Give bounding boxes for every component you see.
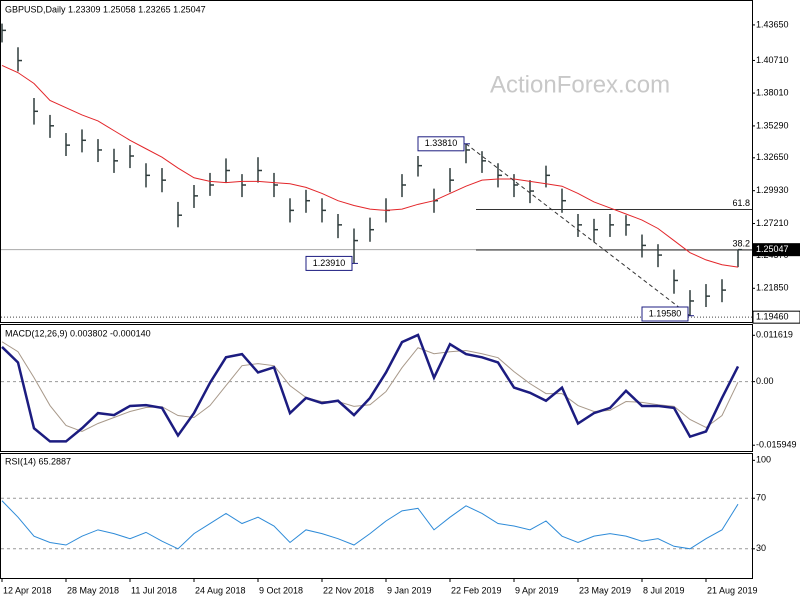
rsi-panel — [0, 453, 753, 579]
annotation-box — [417, 136, 465, 152]
trendline — [465, 143, 691, 317]
y-tick-label: 1.40710 — [756, 55, 789, 65]
y-tick-label: 1.38010 — [756, 87, 789, 97]
annotation-label: 1.33810 — [425, 138, 458, 148]
x-tick-label: 22 Nov 2018 — [323, 585, 374, 595]
signal-line — [1, 341, 739, 433]
annotation-box — [641, 306, 689, 322]
moving-average — [1, 64, 739, 268]
y-tick-label: 1.27210 — [756, 218, 789, 228]
y-tick-label: 70 — [756, 493, 766, 503]
price-title: GBPUSD,Daily 1.23309 1.25058 1.23265 1.2… — [5, 4, 206, 14]
macd-line — [1, 333, 740, 443]
annotation-label: 1.19580 — [649, 308, 682, 318]
y-tick-label: 1.32650 — [756, 152, 789, 162]
y-tick-label: 100 — [756, 455, 771, 465]
annotation-label: 1.23910 — [313, 258, 346, 268]
y-tick-label: 30 — [756, 543, 766, 553]
rsi-title: RSI(14) 65.2887 — [5, 456, 71, 466]
x-tick-label: 9 Oct 2018 — [259, 585, 303, 595]
price-label: 1.19460 — [756, 312, 789, 322]
fib-label: 61.8 — [732, 198, 750, 208]
watermark: ActionForex.com — [490, 71, 670, 98]
price-label-box — [752, 310, 800, 324]
x-tick-label: 9 Apr 2019 — [515, 585, 559, 595]
fib-label: 38.2 — [732, 238, 750, 248]
y-tick-label: 0.00 — [756, 376, 774, 386]
x-tick-label: 28 May 2018 — [67, 585, 119, 595]
y-tick-label: 1.43650 — [756, 19, 789, 29]
x-tick-label: 24 Aug 2018 — [195, 585, 246, 595]
y-tick-label: 1.35290 — [756, 120, 789, 130]
price-panel — [0, 0, 753, 323]
price-label-box — [752, 243, 800, 257]
y-tick-label: 1.29930 — [756, 185, 789, 195]
x-tick-label: 11 Jul 2018 — [131, 585, 177, 595]
rsi-line — [1, 500, 739, 550]
macd-panel — [0, 324, 753, 452]
x-tick-label: 23 May 2019 — [579, 585, 631, 595]
annotation-box — [305, 255, 353, 271]
x-tick-label: 9 Jan 2019 — [387, 585, 432, 595]
y-tick-label: 0.011619 — [756, 330, 793, 340]
macd-title: MACD(12,26,9) 0.003802 -0.000140 — [5, 328, 151, 338]
x-tick-label: 8 Jul 2019 — [643, 585, 685, 595]
y-tick-label: -0.015949 — [756, 440, 797, 450]
x-tick-label: 12 Apr 2018 — [3, 585, 52, 595]
x-tick-label: 22 Feb 2019 — [451, 585, 502, 595]
x-tick-label: 21 Aug 2019 — [707, 585, 758, 595]
price-label: 1.25047 — [756, 244, 789, 254]
y-tick-label: 1.21850 — [756, 283, 789, 293]
